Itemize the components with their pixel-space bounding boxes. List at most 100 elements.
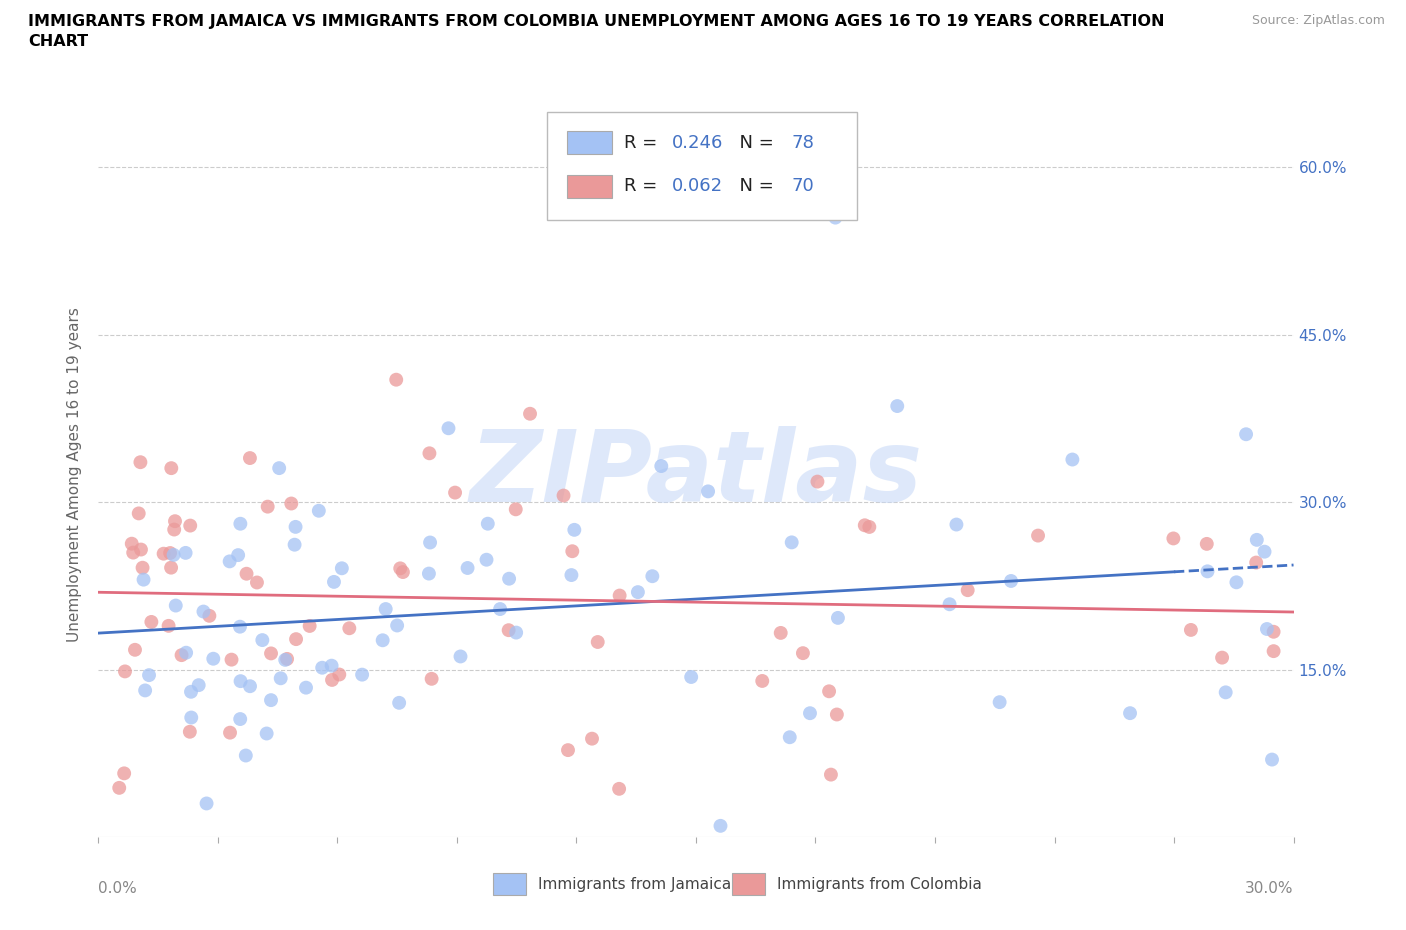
Point: [170, 647, 193, 662]
Point: [218, 554, 240, 569]
Point: [235, 566, 257, 581]
Point: [330, 561, 353, 576]
Point: [328, 667, 350, 682]
Point: [820, 767, 842, 782]
Point: [450, 649, 472, 664]
Point: [371, 632, 394, 647]
Point: [138, 668, 160, 683]
Point: [323, 575, 346, 590]
Point: [274, 653, 297, 668]
Point: [131, 560, 153, 575]
Point: [609, 588, 631, 603]
Point: [165, 598, 187, 613]
Point: [195, 796, 218, 811]
Point: [285, 631, 308, 646]
Point: [825, 707, 848, 722]
Point: [219, 725, 242, 740]
Point: [112, 766, 135, 781]
Point: [141, 615, 163, 630]
Point: [853, 518, 876, 533]
Point: [697, 484, 720, 498]
Point: [202, 651, 225, 666]
Point: [174, 645, 197, 660]
Point: [162, 548, 184, 563]
Point: [160, 460, 183, 475]
Point: [256, 726, 278, 741]
Point: [557, 743, 579, 758]
Point: [586, 634, 609, 649]
Point: [198, 608, 221, 623]
Point: [1261, 752, 1284, 767]
Point: [561, 544, 583, 559]
Point: [498, 571, 520, 586]
FancyBboxPatch shape: [567, 175, 613, 198]
Point: [419, 535, 441, 550]
Point: [180, 711, 202, 725]
Text: IMMIGRANTS FROM JAMAICA VS IMMIGRANTS FROM COLOMBIA UNEMPLOYMENT AMONG AGES 16 T: IMMIGRANTS FROM JAMAICA VS IMMIGRANTS FR…: [28, 14, 1164, 48]
Point: [1163, 531, 1185, 546]
Point: [806, 474, 828, 489]
Point: [641, 569, 664, 584]
Point: [174, 545, 197, 560]
Point: [108, 780, 131, 795]
Point: [1256, 621, 1278, 636]
Point: [681, 670, 703, 684]
Point: [284, 538, 307, 552]
Point: [792, 645, 814, 660]
Point: [159, 546, 181, 561]
Point: [229, 516, 252, 531]
Point: [163, 522, 186, 537]
Point: [392, 565, 415, 579]
Text: N =: N =: [728, 178, 780, 195]
Point: [280, 496, 302, 511]
Point: [1211, 650, 1233, 665]
Point: [239, 679, 262, 694]
Point: [799, 706, 821, 721]
Text: ZIPatlas: ZIPatlas: [470, 426, 922, 523]
Y-axis label: Unemployment Among Ages 16 to 19 years: Unemployment Among Ages 16 to 19 years: [67, 307, 83, 642]
Point: [751, 673, 773, 688]
Point: [988, 695, 1011, 710]
Point: [607, 781, 630, 796]
Point: [553, 488, 575, 503]
Point: [256, 499, 278, 514]
FancyBboxPatch shape: [494, 873, 526, 895]
Text: R =: R =: [624, 134, 664, 152]
Point: [114, 664, 136, 679]
Point: [1119, 706, 1142, 721]
Text: 30.0%: 30.0%: [1246, 881, 1294, 896]
Point: [437, 421, 460, 436]
Point: [489, 602, 512, 617]
Point: [827, 610, 849, 625]
Text: 70: 70: [792, 178, 814, 195]
Point: [284, 520, 307, 535]
Point: [418, 566, 440, 581]
Point: [160, 560, 183, 575]
Point: [477, 516, 499, 531]
Text: 0.062: 0.062: [672, 178, 723, 195]
Point: [505, 502, 527, 517]
Point: [650, 458, 672, 473]
Point: [229, 673, 252, 688]
Point: [260, 646, 283, 661]
Point: [418, 445, 440, 460]
Point: [938, 597, 960, 612]
Point: [385, 372, 408, 387]
Point: [1246, 532, 1268, 547]
Point: [1180, 622, 1202, 637]
Point: [252, 632, 274, 647]
Point: [229, 619, 252, 634]
Point: [388, 696, 411, 711]
Point: [1026, 528, 1049, 543]
Point: [519, 406, 541, 421]
Point: [420, 671, 443, 686]
Point: [270, 671, 292, 685]
Point: [1215, 684, 1237, 699]
Point: [121, 537, 143, 551]
Point: [129, 542, 152, 557]
Point: [235, 748, 257, 763]
Point: [226, 548, 249, 563]
Point: [239, 451, 262, 466]
Text: Source: ZipAtlas.com: Source: ZipAtlas.com: [1251, 14, 1385, 27]
Point: [157, 618, 180, 633]
